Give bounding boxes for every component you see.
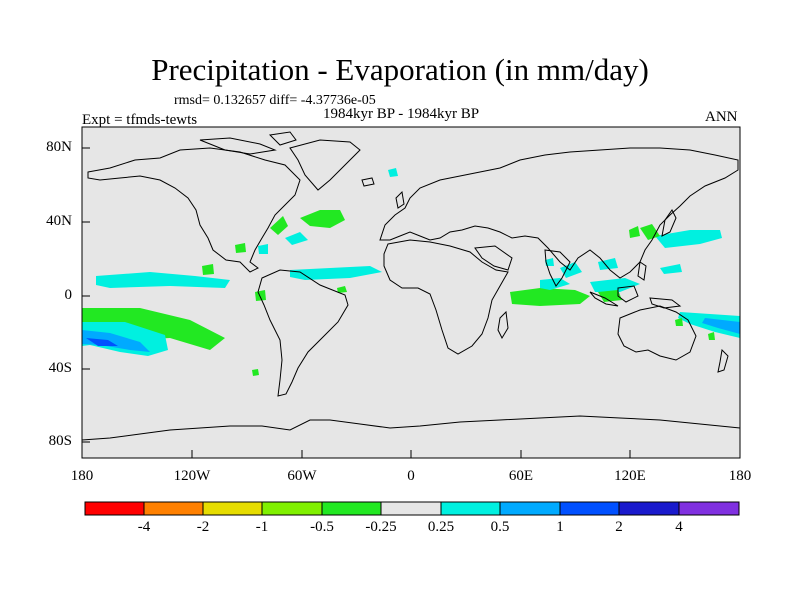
- anomaly-patch: [235, 243, 246, 253]
- colorbar-box: [440, 501, 501, 516]
- anomaly-patch: [86, 338, 118, 346]
- lon-label: 60W: [287, 468, 317, 484]
- anomaly-layer: [82, 168, 740, 376]
- colorbar-box: [202, 501, 263, 516]
- colorbar-label: 2: [615, 519, 623, 535]
- map-background: [82, 127, 740, 458]
- anomaly-patch: [708, 332, 715, 340]
- coastline-madagascar: [497, 310, 509, 340]
- anomaly-patch: [255, 290, 266, 301]
- anomaly-patch: [660, 264, 682, 274]
- colorbar-label: 1: [556, 519, 564, 535]
- anomaly-patch: [655, 230, 722, 248]
- lon-label: 120W: [173, 468, 211, 484]
- anomaly-patch: [640, 224, 660, 240]
- anomaly-patch: [290, 266, 382, 280]
- coastline-australia: [617, 305, 697, 361]
- anomaly-patch: [270, 216, 288, 235]
- experiment-label: Expt = tfmds-tewts: [82, 112, 198, 128]
- coastline-arabia: [474, 245, 513, 271]
- colorbar-box: [499, 501, 561, 516]
- coastline-japan: [661, 209, 677, 237]
- colorbar: [84, 501, 740, 516]
- coastline-iceland: [361, 177, 375, 187]
- lat-ticks: [82, 147, 90, 443]
- lat-label: 80N: [46, 139, 72, 155]
- season-label: ANN: [705, 109, 738, 125]
- colorbar-box: [380, 501, 442, 516]
- anomaly-patch: [510, 288, 590, 306]
- anomaly-patch: [202, 264, 214, 275]
- colorbar-label: 4: [675, 519, 683, 535]
- anomaly-patch: [337, 286, 347, 293]
- coastline-eurasia: [379, 147, 739, 279]
- coastline-south-america: [257, 269, 349, 397]
- anomaly-patch: [285, 232, 308, 245]
- colorbar-label: -4: [137, 519, 151, 535]
- coastline-sumatra: [589, 291, 619, 307]
- coastline-uk: [395, 190, 405, 209]
- coastlines: [81, 131, 741, 441]
- lon-ticks: [81, 450, 741, 458]
- colorbar-label: -0.25: [365, 519, 397, 535]
- anomaly-patch: [96, 272, 230, 288]
- coastline-arctic-islands-2: [268, 131, 297, 146]
- anomaly-patch: [545, 258, 554, 266]
- lat-label: 40S: [48, 360, 72, 376]
- anomaly-patch: [675, 318, 683, 326]
- anomaly-patch: [252, 369, 259, 376]
- colorbar-box: [559, 501, 620, 516]
- coastline-new-guinea: [649, 297, 682, 309]
- coastline-philippines: [637, 261, 647, 281]
- stats-label: rmsd= 0.132657 diff= -4.37736e-05: [174, 93, 376, 108]
- lon-label: 120E: [614, 468, 646, 484]
- coastline-india: [544, 249, 571, 287]
- coastline-antarctica: [81, 415, 741, 441]
- lat-label: 80S: [48, 433, 72, 449]
- colorbar-label: -2: [196, 519, 210, 535]
- colorbar-label: -1: [255, 519, 269, 535]
- colorbar-label: 0.25: [427, 519, 455, 535]
- colorbar-box: [84, 501, 145, 516]
- plot-title: Precipitation - Evaporation (in mm/day): [151, 52, 649, 87]
- anomaly-patch: [702, 318, 740, 334]
- colorbar-label: -0.5: [310, 519, 334, 535]
- colorbar-box: [321, 501, 382, 516]
- lon-label: 60E: [508, 468, 534, 484]
- anomaly-patch: [590, 278, 640, 292]
- lon-label: 180: [70, 468, 94, 484]
- lat-label: 40N: [46, 213, 72, 229]
- anomaly-patch: [82, 330, 150, 352]
- lat-label: 0: [64, 287, 73, 303]
- coastline-greenland: [289, 139, 361, 191]
- anomaly-patch: [598, 290, 622, 302]
- colorbar-box: [261, 501, 323, 516]
- colorbar-box: [678, 501, 740, 516]
- colorbar-label: 0.5: [490, 519, 510, 535]
- coastline-borneo: [617, 285, 639, 303]
- coastline-new-zealand: [717, 348, 729, 373]
- colorbar-box: [143, 501, 204, 516]
- anomaly-patch: [629, 226, 640, 238]
- lon-label: 0: [407, 468, 415, 484]
- anomaly-patch: [388, 168, 398, 177]
- anomaly-patch: [300, 210, 345, 228]
- coastline-arctic-islands: [199, 137, 277, 155]
- coastline-africa: [383, 239, 509, 355]
- coastline-north-america: [87, 147, 301, 273]
- colorbar-box: [618, 501, 680, 516]
- anomaly-patch: [82, 308, 225, 350]
- anomaly-patch: [258, 244, 268, 254]
- lon-label: 180: [728, 468, 752, 484]
- period-label: 1984kyr BP - 1984kyr BP: [323, 106, 480, 122]
